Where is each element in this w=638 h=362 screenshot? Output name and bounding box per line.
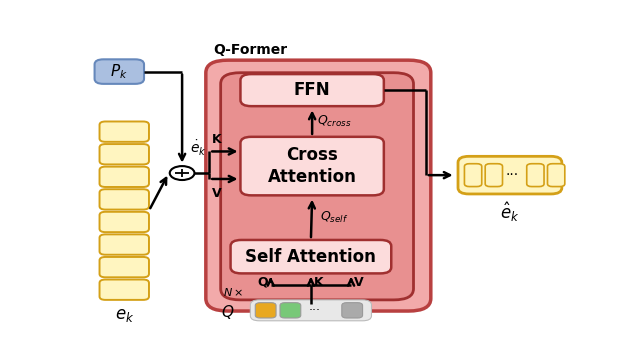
Text: K: K [313,275,323,289]
FancyBboxPatch shape [241,137,384,195]
Text: $e_k$: $e_k$ [115,306,134,324]
Text: $P_k$: $P_k$ [110,62,128,81]
Text: $Q_{self}$: $Q_{self}$ [320,210,348,225]
FancyBboxPatch shape [100,167,149,187]
Text: $N\times$: $N\times$ [223,286,244,298]
Text: $\dot{e}_k$: $\dot{e}_k$ [189,139,206,158]
FancyBboxPatch shape [100,122,149,142]
FancyBboxPatch shape [206,60,431,311]
Text: ···: ··· [309,304,321,317]
Text: Q: Q [258,275,268,289]
FancyBboxPatch shape [280,303,300,318]
FancyBboxPatch shape [230,240,391,273]
FancyBboxPatch shape [486,164,503,186]
Text: $Q_{cross}$: $Q_{cross}$ [317,114,352,129]
FancyBboxPatch shape [464,164,482,186]
FancyBboxPatch shape [100,212,149,232]
FancyBboxPatch shape [458,156,562,194]
FancyBboxPatch shape [100,279,149,300]
FancyBboxPatch shape [100,189,149,210]
Text: $Q$: $Q$ [221,303,235,321]
Text: K: K [212,134,221,147]
Text: Cross
Attention: Cross Attention [268,146,357,186]
Text: $\hat{e}_k$: $\hat{e}_k$ [500,200,520,224]
FancyBboxPatch shape [100,144,149,164]
FancyBboxPatch shape [527,164,544,186]
Text: V: V [353,275,363,289]
FancyBboxPatch shape [100,257,149,277]
Text: ···: ··· [505,168,519,182]
Text: V: V [212,187,221,200]
Circle shape [170,166,195,180]
FancyBboxPatch shape [221,73,413,300]
FancyBboxPatch shape [255,303,276,318]
FancyBboxPatch shape [342,303,362,318]
Text: Q-Former: Q-Former [213,43,287,57]
Text: FFN: FFN [294,81,330,99]
Text: Self Attention: Self Attention [246,248,376,266]
FancyBboxPatch shape [100,234,149,255]
FancyBboxPatch shape [241,74,384,106]
FancyBboxPatch shape [94,59,144,84]
FancyBboxPatch shape [250,300,371,321]
FancyBboxPatch shape [547,164,565,186]
